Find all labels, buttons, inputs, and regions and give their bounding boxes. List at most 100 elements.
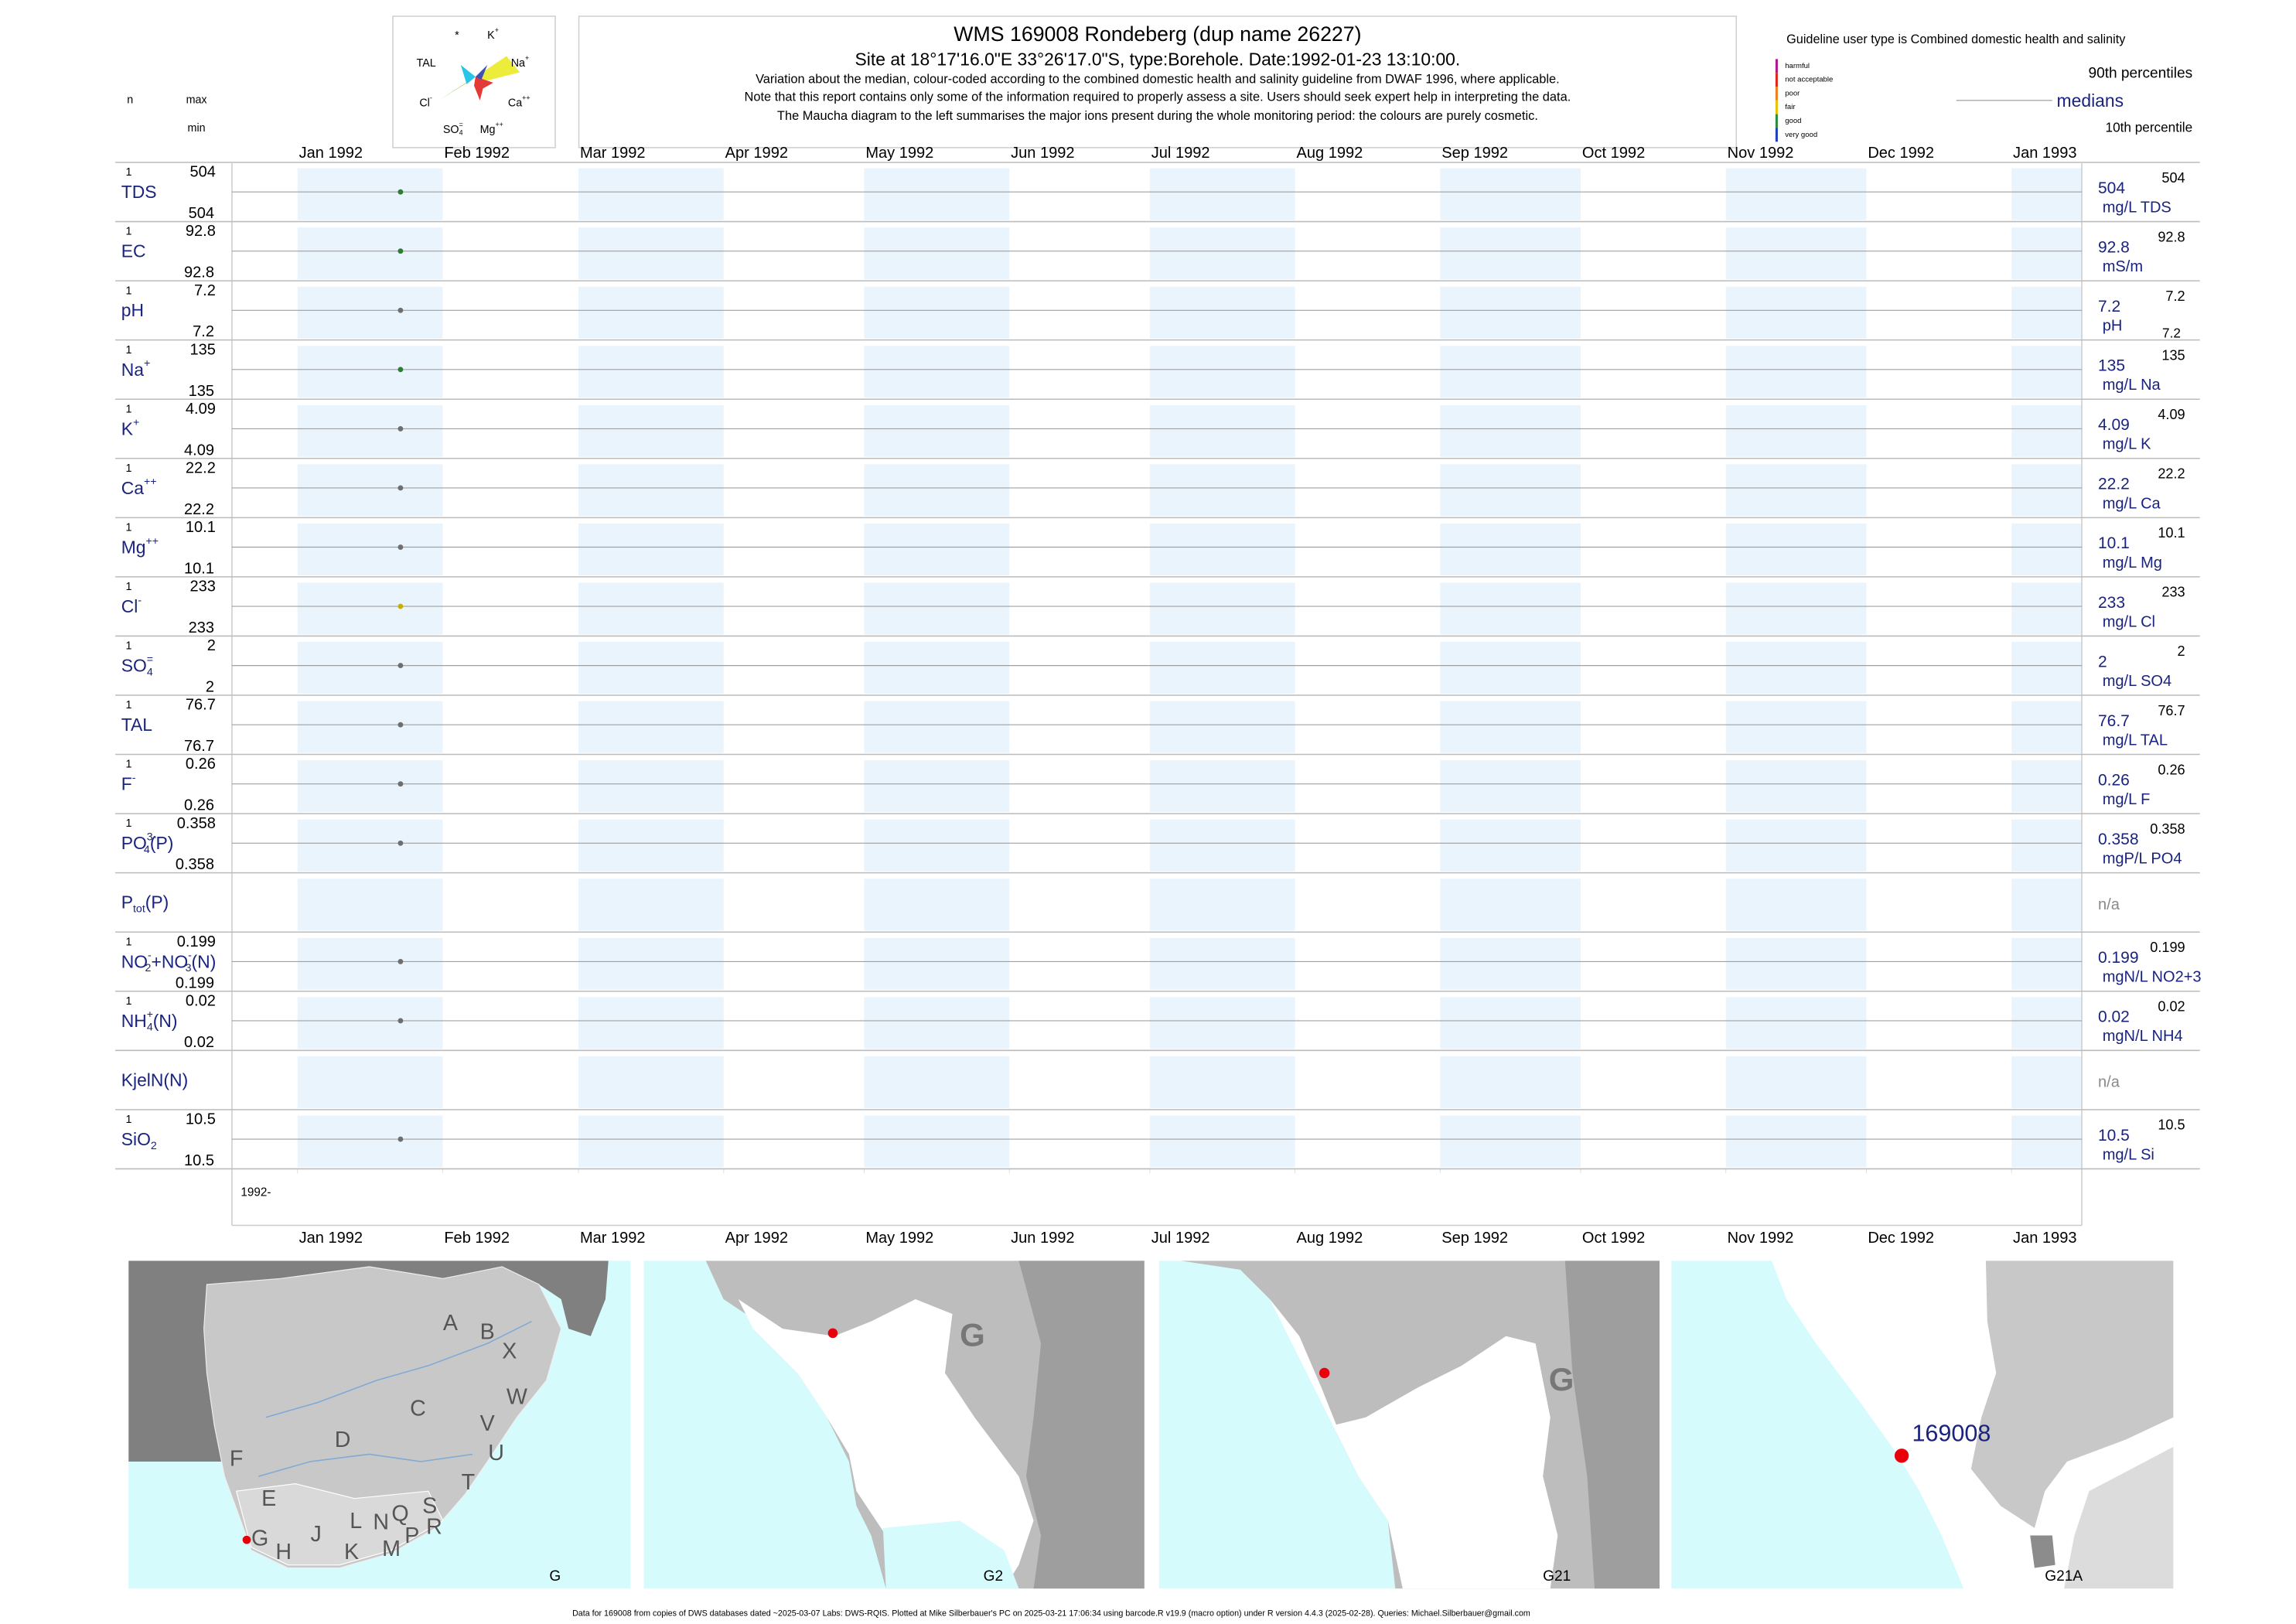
label-part: 4 (147, 666, 153, 678)
median-value: 7.2 (2098, 298, 2120, 316)
label-part: NO (121, 951, 148, 971)
median-value: 92.8 (2098, 238, 2130, 256)
land-neighbour (128, 1261, 609, 1462)
row-label: F- (121, 772, 136, 794)
p10-label: 10th percentile (2106, 120, 2193, 135)
max-label: 135 (189, 341, 215, 358)
max-label: 10.1 (186, 519, 216, 536)
month-band (1440, 404, 1581, 457)
label-part: 4 (459, 129, 463, 137)
min-label: 10.5 (184, 1152, 214, 1169)
median-label: medians (2057, 90, 2124, 111)
row-label: SO= 4 (121, 653, 153, 678)
class-label: not acceptable (1785, 76, 1833, 84)
p90-value: 0.358 (2150, 821, 2185, 837)
sample-point (397, 544, 404, 550)
median-value: 0.199 (2098, 949, 2139, 967)
n-label: 1 (125, 817, 131, 830)
median-value: 4.09 (2098, 416, 2130, 434)
month-band (1440, 168, 1581, 220)
region-label: N (373, 1510, 389, 1535)
label-part: * (455, 29, 459, 42)
maucha-petal (475, 65, 488, 80)
month-band (1149, 168, 1295, 220)
month-band (1440, 1056, 1581, 1108)
row-label: EC (121, 241, 146, 261)
x-tick-label: Dec 1992 (1868, 145, 1934, 162)
month-band (578, 1115, 724, 1168)
label-part: (P) (145, 892, 169, 913)
region-label: U (488, 1441, 504, 1465)
max-label: 504 (189, 164, 215, 181)
month-band (297, 701, 443, 753)
max-label: 76.7 (186, 697, 216, 714)
sample-point (397, 958, 404, 964)
month-band (578, 760, 724, 813)
label-part: K (487, 29, 495, 42)
min-label: 135 (189, 383, 214, 400)
n-label: 1 (125, 640, 131, 653)
month-band (2011, 701, 2082, 753)
region-label: P (404, 1523, 419, 1548)
p90-value: 135 (2161, 347, 2185, 363)
month-band (1725, 701, 1867, 753)
month-band (1149, 1056, 1295, 1108)
x-tick-label: Apr 1992 (725, 145, 788, 162)
x-tick-label: Mar 1992 (580, 1230, 646, 1247)
min-label: 0.02 (184, 1034, 214, 1051)
month-band (1725, 582, 1867, 635)
month-band (1440, 464, 1581, 517)
region-label: R (426, 1514, 442, 1539)
month-band (297, 404, 443, 457)
n-label: 1 (125, 759, 131, 771)
n-label: 1 (125, 226, 131, 238)
label-part: = (459, 121, 463, 128)
region-label: D (335, 1428, 351, 1452)
month-band (1440, 701, 1581, 753)
maucha-petal (474, 77, 493, 101)
p90-value: 10.1 (2158, 525, 2185, 541)
month-band (297, 760, 443, 813)
month-band (1725, 404, 1867, 457)
land-dark (1018, 1261, 1145, 1589)
unit-label: mgP/L PO4 (2103, 851, 2182, 868)
month-band (578, 701, 724, 753)
month-band (1149, 404, 1295, 457)
site-dot (827, 1328, 838, 1339)
map-label: G2 (984, 1568, 1003, 1585)
row-label: NH+ 4(N) (121, 1008, 178, 1033)
month-band (297, 997, 443, 1049)
region-label: W (507, 1384, 527, 1409)
n-label: 1 (125, 1114, 131, 1126)
month-band (2011, 286, 2082, 339)
note: The Maucha diagram to the left summarise… (777, 109, 1538, 123)
month-band (864, 760, 1010, 813)
sample-point (397, 1136, 404, 1142)
row-label: Ptot(P) (121, 892, 169, 916)
label-part: 4 (147, 1021, 153, 1033)
x-tick-label: Nov 1992 (1728, 1230, 1794, 1247)
median-value: 10.5 (2098, 1127, 2130, 1145)
class-label: fair (1785, 103, 1796, 111)
median-value: 233 (2098, 594, 2125, 612)
site-dot (1894, 1448, 1909, 1463)
col-header: n (127, 94, 133, 107)
row-label: TDS (121, 182, 157, 202)
x-tick-label: Nov 1992 (1728, 145, 1794, 162)
month-band (864, 1056, 1010, 1108)
row-label: Cl- (121, 594, 142, 616)
x-tick-label: Oct 1992 (1582, 145, 1645, 162)
month-band (1725, 819, 1867, 872)
label-part: (P) (150, 833, 174, 853)
n-label: 1 (125, 166, 131, 179)
unit-label: mg/L Na (2103, 377, 2161, 394)
class-swatch (1775, 114, 1778, 128)
max-label: 2 (207, 637, 216, 654)
month-band (1725, 168, 1867, 220)
catchments (235, 1483, 444, 1566)
n-label: 1 (125, 403, 131, 415)
maucha-label: TAL (417, 57, 436, 70)
p90-value: 10.5 (2158, 1117, 2185, 1133)
median-value: 135 (2098, 357, 2125, 375)
